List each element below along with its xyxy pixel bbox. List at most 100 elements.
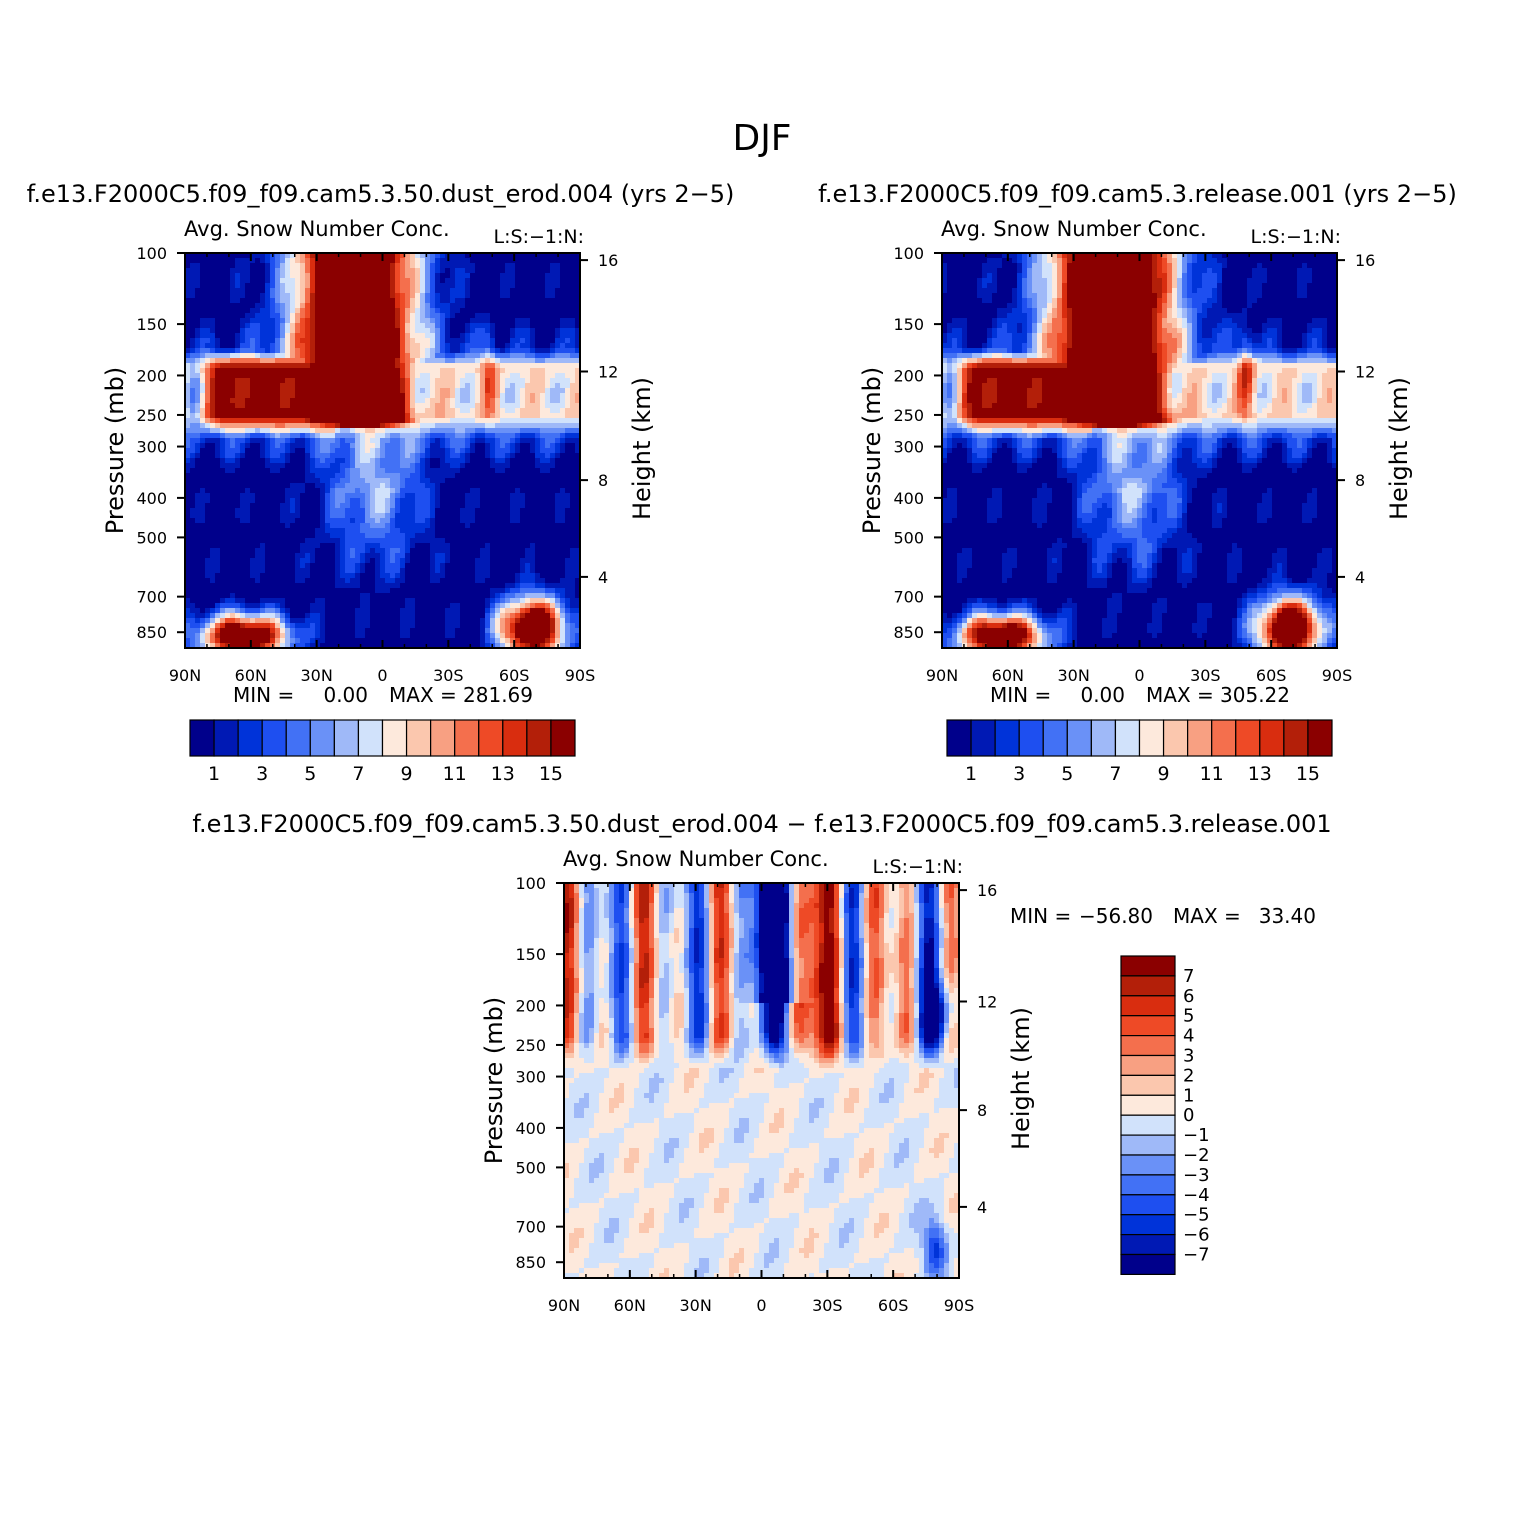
heatmap-cell: [460, 528, 466, 534]
heatmap-cell: [235, 563, 241, 569]
heatmap-cell: [190, 443, 196, 449]
heatmap-cell: [490, 288, 496, 294]
heatmap-cell: [480, 318, 486, 324]
heatmap-cell: [535, 453, 541, 459]
heatmap-cell: [465, 443, 471, 449]
heatmap-cell: [205, 543, 211, 549]
heatmap-cell: [295, 433, 301, 439]
heatmap-cell: [295, 258, 301, 264]
heatmap-cell: [295, 443, 301, 449]
heatmap-cell: [260, 318, 266, 324]
heatmap-cell: [375, 528, 381, 534]
heatmap-cell: [230, 408, 236, 414]
heatmap-cell: [495, 408, 501, 414]
heatmap-cell: [190, 568, 196, 574]
heatmap-cell: [355, 373, 361, 379]
heatmap-cell: [335, 433, 341, 439]
heatmap-cell: [400, 313, 406, 319]
heatmap-cell: [310, 263, 316, 269]
heatmap-cell: [305, 388, 311, 394]
heatmap-cell: [210, 333, 216, 339]
heatmap-cell: [335, 313, 341, 319]
heatmap-cell: [205, 523, 211, 529]
heatmap-cell: [300, 373, 306, 379]
heatmap-cell: [515, 478, 521, 484]
heatmap-cell: [230, 498, 236, 504]
heatmap-cell: [405, 308, 411, 314]
heatmap-cell: [185, 443, 191, 449]
heatmap-cell: [510, 558, 516, 564]
heatmap-cell: [530, 548, 536, 554]
heatmap-cell: [195, 348, 201, 354]
heatmap-cell: [300, 353, 306, 359]
heatmap-cell: [440, 478, 446, 484]
heatmap-cell: [380, 333, 386, 339]
heatmap-cell: [470, 433, 476, 439]
heatmap-cell: [465, 463, 471, 469]
heatmap-cell: [365, 353, 371, 359]
heatmap-cell: [240, 433, 246, 439]
heatmap-cell: [330, 418, 336, 424]
heatmap-cell: [365, 418, 371, 424]
heatmap-cell: [570, 323, 576, 329]
heatmap-cell: [375, 448, 381, 454]
heatmap-cell: [280, 443, 286, 449]
heatmap-cell: [255, 423, 261, 429]
heatmap-cell: [260, 443, 266, 449]
heatmap-cell: [310, 538, 316, 544]
heatmap-cell: [325, 318, 331, 324]
heatmap-cell: [565, 293, 571, 299]
heatmap-cell: [330, 533, 336, 539]
heatmap-cell: [355, 428, 361, 434]
heatmap-cell: [315, 368, 321, 374]
heatmap-cell: [200, 298, 206, 304]
heatmap-cell: [225, 528, 231, 534]
heatmap-cell: [360, 563, 366, 569]
heatmap-cell: [510, 398, 516, 404]
heatmap-cell: [410, 553, 416, 559]
heatmap-cell: [320, 398, 326, 404]
heatmap-cell: [225, 468, 231, 474]
heatmap-cell: [440, 403, 446, 409]
heatmap-cell: [425, 433, 431, 439]
heatmap-cell: [460, 263, 466, 269]
heatmap-cell: [365, 258, 371, 264]
heatmap-cell: [305, 553, 311, 559]
heatmap-cell: [365, 373, 371, 379]
heatmap-cell: [185, 498, 191, 504]
heatmap-cell: [330, 253, 336, 259]
heatmap-cell: [510, 458, 516, 464]
heatmap-cell: [420, 283, 426, 289]
heatmap-cell: [395, 388, 401, 394]
heatmap-cell: [485, 543, 491, 549]
heatmap-cell: [455, 328, 461, 334]
heatmap-cell: [240, 468, 246, 474]
heatmap-cell: [190, 333, 196, 339]
heatmap-cell: [560, 563, 566, 569]
heatmap-cell: [565, 288, 571, 294]
heatmap-cell: [430, 363, 436, 369]
heatmap-cell: [265, 468, 271, 474]
heatmap-cell: [400, 403, 406, 409]
heatmap-cell: [515, 393, 521, 399]
heatmap-cell: [320, 453, 326, 459]
heatmap-cell: [435, 468, 441, 474]
heatmap-cell: [330, 558, 336, 564]
heatmap-cell: [300, 443, 306, 449]
heatmap-cell: [270, 343, 276, 349]
heatmap-cell: [360, 318, 366, 324]
heatmap-cell: [265, 388, 271, 394]
heatmap-cell: [465, 333, 471, 339]
heatmap-cell: [400, 358, 406, 364]
heatmap-cell: [395, 403, 401, 409]
heatmap-cell: [505, 383, 511, 389]
heatmap-cell: [510, 483, 516, 489]
heatmap-cell: [535, 543, 541, 549]
heatmap-cell: [460, 363, 466, 369]
heatmap-cell: [380, 373, 386, 379]
heatmap-cell: [415, 438, 421, 444]
heatmap-cell: [335, 288, 341, 294]
heatmap-cell: [575, 378, 581, 384]
heatmap-cell: [445, 263, 451, 269]
heatmap-cell: [190, 268, 196, 274]
